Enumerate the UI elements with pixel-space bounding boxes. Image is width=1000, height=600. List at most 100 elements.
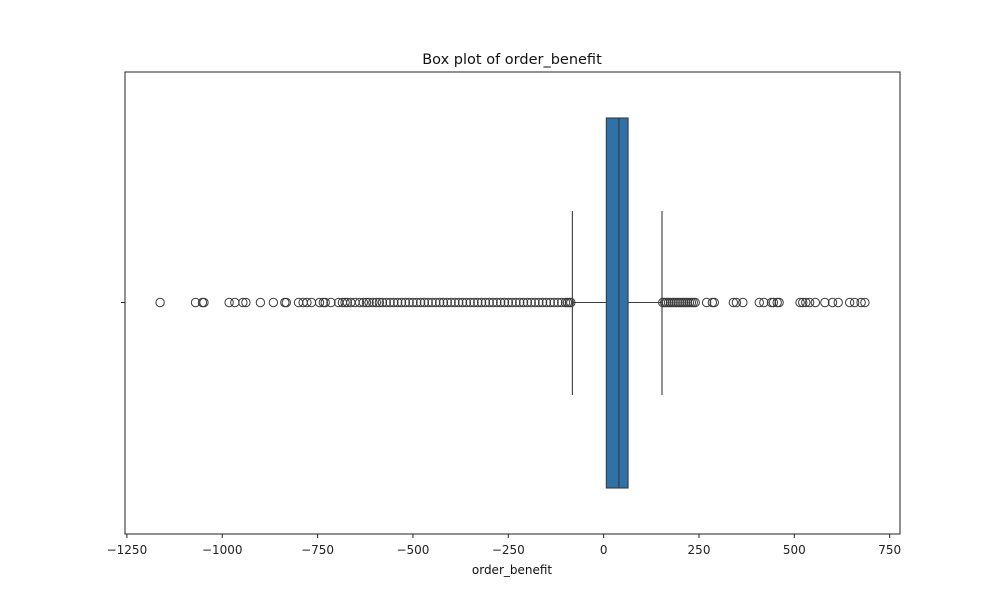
outlier-point [302, 297, 312, 308]
outlier-point [526, 297, 536, 308]
outlier-point [412, 297, 422, 308]
outlier-point [476, 297, 487, 308]
outlier-point [499, 297, 510, 308]
x-axis-title: order_benefit [472, 563, 553, 577]
outlier-point [224, 297, 234, 308]
outlier-point [707, 297, 718, 308]
outlier-point [385, 297, 395, 308]
outlier-point [374, 297, 385, 308]
outlier-point [844, 297, 855, 308]
outlier-point [442, 297, 452, 308]
x-tick-label: 250 [688, 543, 711, 557]
outlier-point [392, 297, 403, 308]
outlier-point [473, 297, 483, 308]
outlier-point [827, 297, 838, 308]
outlier-point [754, 297, 764, 308]
outlier-point [537, 297, 548, 308]
outlier-point [450, 297, 460, 308]
outlier-point [738, 297, 748, 308]
outlier-point [856, 297, 866, 308]
box-layer [571, 117, 663, 489]
x-tick-label: −1000 [202, 543, 243, 557]
outlier-point [400, 297, 411, 308]
outlier-point [155, 297, 165, 308]
outlier-point [795, 297, 805, 308]
iqr-box [605, 117, 629, 489]
outlier-point [488, 297, 498, 308]
outlier-point [255, 297, 266, 308]
outlier-point [774, 297, 784, 308]
outlier-point [419, 297, 430, 308]
outlier-point [833, 297, 843, 308]
outlier-point [731, 297, 742, 308]
outlier-point [340, 297, 350, 308]
outlier-point [545, 297, 555, 308]
outlier-point [326, 297, 336, 308]
x-tick-label: −1250 [107, 543, 148, 557]
outlier-point [377, 297, 388, 308]
outlier-point [801, 297, 811, 308]
outlier-point [454, 297, 464, 308]
outlier-point [381, 297, 391, 308]
outlier-point [492, 297, 502, 308]
outlier-point [268, 297, 279, 308]
x-tick-label: −750 [301, 543, 334, 557]
outlier-point [511, 297, 521, 308]
chart-title: Box plot of order_benefit [422, 52, 602, 68]
outlier-point [759, 297, 769, 308]
outlier-point [434, 297, 445, 308]
outlier-point [446, 297, 456, 308]
outlier-point [690, 297, 700, 308]
outlier-layer [155, 297, 870, 308]
outlier-point [461, 297, 472, 308]
outlier-point [371, 297, 382, 308]
outlier-point [368, 297, 378, 308]
outlier-point [860, 297, 870, 308]
outlier-point [503, 297, 514, 308]
outlier-point [810, 297, 821, 308]
outlier-point [553, 297, 563, 308]
outlier-point [804, 297, 815, 308]
outlier-point [849, 297, 860, 308]
outlier-point [768, 297, 779, 308]
outlier-point [484, 297, 494, 308]
outlier-point [354, 297, 365, 308]
outlier-point [728, 297, 739, 308]
outlier-point [431, 297, 441, 308]
outlier-point [438, 297, 449, 308]
outlier-point [408, 297, 418, 308]
outlier-point [361, 297, 372, 308]
outlier-point [541, 297, 552, 308]
outlier-point [415, 297, 426, 308]
outlier-point [469, 297, 479, 308]
outlier-point [241, 297, 251, 308]
outlier-point [549, 297, 559, 308]
outlier-point [199, 297, 209, 308]
outlier-point [320, 297, 330, 308]
outlier-point [522, 297, 533, 308]
outlier-point [465, 297, 475, 308]
outlier-point [495, 297, 506, 308]
outlier-point [427, 297, 437, 308]
outlier-point [518, 297, 529, 308]
outlier-point [342, 297, 353, 308]
outlier-point [709, 297, 719, 308]
x-tick-label: −500 [396, 543, 429, 557]
outlier-point [404, 297, 414, 308]
x-tick-label: 750 [878, 543, 901, 557]
outlier-point [534, 297, 544, 308]
outlier-point [281, 297, 292, 308]
outlier-point [480, 297, 491, 308]
outlier-point [557, 297, 567, 308]
x-tick-label: 500 [783, 543, 806, 557]
outlier-point [701, 297, 712, 308]
outlier-point [314, 297, 325, 308]
outlier-point [798, 297, 808, 308]
outlier-point [457, 297, 468, 308]
outlier-point [364, 297, 374, 308]
outlier-point [423, 297, 433, 308]
x-axis: −1250 −1000 −750 −500 −250 0 250 500 750 [107, 534, 901, 557]
x-tick-label: −250 [492, 543, 525, 557]
